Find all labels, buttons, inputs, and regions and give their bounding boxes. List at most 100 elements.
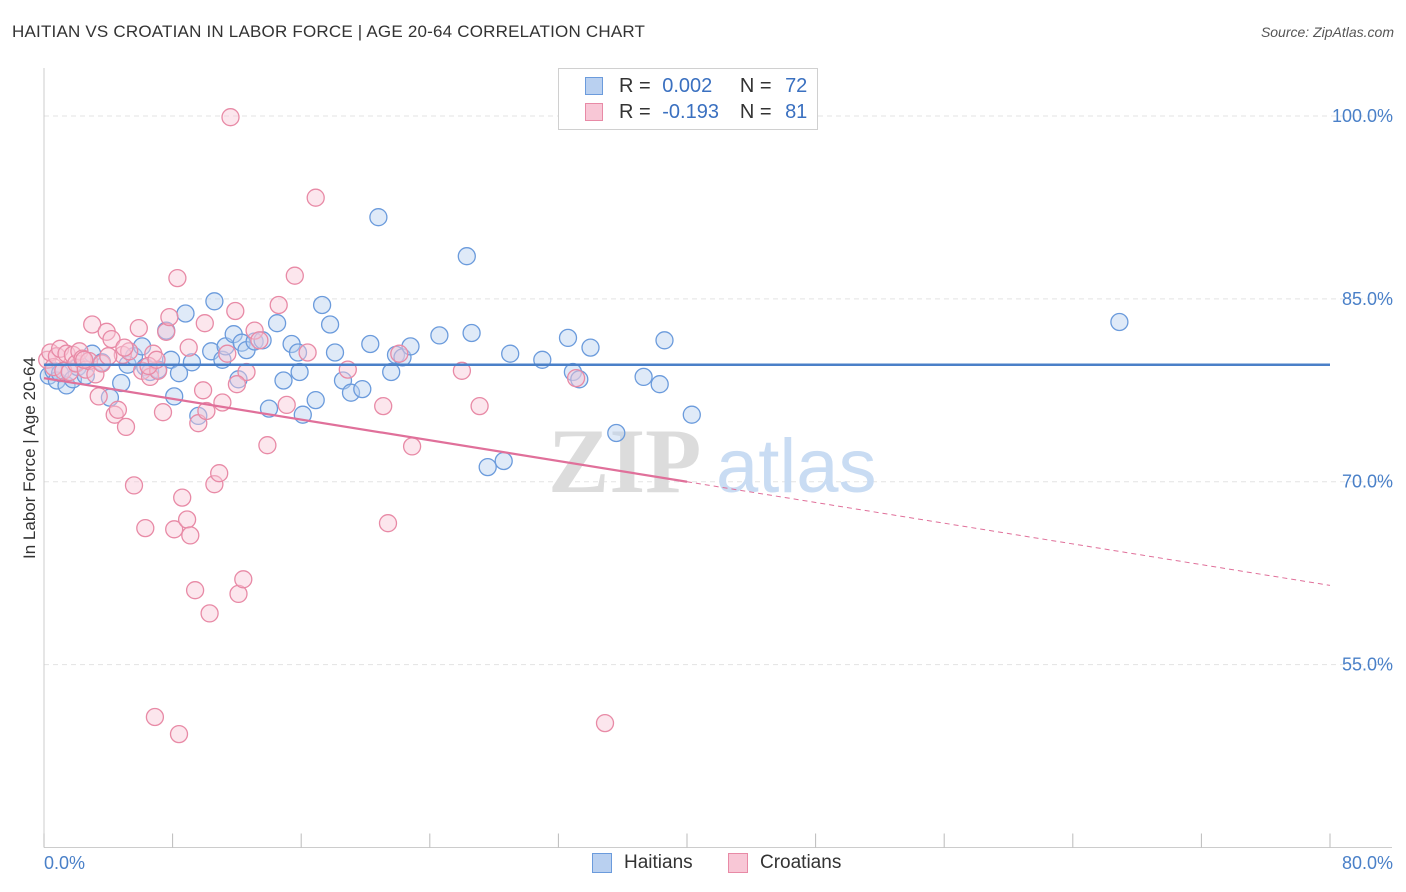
haitian-point	[430, 326, 449, 345]
haitian-point	[325, 343, 345, 362]
haitian-point	[176, 304, 195, 323]
y-tick-label: 85.0%	[1342, 289, 1393, 309]
haitian-point	[382, 362, 401, 382]
croatian-point	[218, 344, 237, 363]
haitian-point	[558, 328, 578, 348]
croatian-point	[234, 570, 253, 589]
croatian-point	[195, 314, 214, 333]
croatian-point	[83, 315, 102, 334]
legend-r-value: -0.193	[662, 101, 719, 123]
haitian-point	[607, 423, 626, 443]
croatian-point	[566, 368, 586, 388]
x-tick-label: 0.0%	[44, 853, 85, 873]
croatian-point	[258, 436, 277, 455]
croatian-point	[89, 387, 108, 406]
legend-n-label: N =	[739, 101, 772, 123]
croatian-point	[378, 514, 398, 533]
legend-label-haitians: Haitians	[624, 852, 693, 873]
croatian-point	[402, 437, 422, 456]
watermark-zip: ZIP	[548, 410, 701, 512]
legend-n-value: 81	[785, 101, 808, 123]
haitian-point	[478, 457, 497, 477]
croatian-point	[181, 526, 200, 545]
x-tick-label: 80.0%	[1342, 853, 1393, 873]
croatian-point	[173, 488, 192, 507]
haitian-point	[634, 367, 653, 387]
haitian-point	[581, 338, 600, 357]
haitian-point	[369, 208, 388, 227]
haitian-point	[650, 375, 669, 394]
croatian-point	[227, 375, 247, 394]
croatian-point	[221, 108, 240, 127]
legend-n-label: N =	[739, 75, 772, 97]
croatian-point	[136, 518, 155, 538]
legend-n-value: 72	[785, 75, 808, 97]
haitian-point	[267, 314, 287, 333]
legend-swatch-haitians	[592, 853, 612, 873]
croatian-point	[595, 713, 615, 733]
croatian-trend-line	[43, 377, 688, 483]
croatian-point	[153, 403, 173, 422]
croatian-point	[298, 343, 317, 362]
haitian-point	[655, 331, 674, 350]
haitian-point	[306, 390, 325, 410]
haitian-point	[320, 315, 340, 334]
croatian-point	[157, 322, 176, 341]
croatian-point	[210, 464, 229, 483]
haitian-point	[457, 247, 476, 266]
croatian-point	[105, 405, 124, 424]
legend-swatch-haitians	[585, 77, 603, 95]
croatian-point	[116, 417, 136, 437]
croatian-point	[179, 338, 198, 357]
croatian-point	[102, 329, 121, 349]
croatian-point	[124, 476, 144, 495]
legend-r-label: R =	[619, 101, 651, 123]
tick-labels: 55.0% 70.0% 85.0% 100.0% 0.0% 80.0%	[44, 106, 1393, 873]
haitian-point	[501, 344, 520, 363]
croatian-point	[285, 266, 304, 285]
croatian-point	[277, 395, 296, 415]
haitian-point	[288, 343, 308, 362]
croatian-point	[470, 396, 489, 416]
croatian-point	[168, 268, 187, 288]
haitian-point	[274, 371, 293, 390]
croatian-point	[115, 338, 134, 357]
haitian-point	[401, 337, 420, 356]
haitian-point	[165, 387, 184, 406]
axes	[43, 68, 1392, 848]
croatian-point	[177, 510, 197, 529]
legend-label-croatians: Croatians	[760, 852, 842, 873]
croatian-point	[205, 475, 224, 494]
croatian-point	[197, 401, 216, 421]
source-label: Source: ZipAtlas.com	[1260, 24, 1394, 40]
croatian-point	[374, 396, 393, 416]
haitian-point	[462, 323, 481, 343]
stats-legend: R = 0.002 N = 72 R = -0.193 N = 81	[558, 68, 818, 130]
chart-title: HAITIAN VS CROATIAN IN LABOR FORCE | AGE…	[12, 22, 646, 41]
croatian-trend-extension	[686, 481, 1331, 586]
croatian-point	[99, 347, 118, 366]
y-axis-label: In Labor Force | Age 20-64	[20, 357, 39, 559]
croatian-point	[129, 318, 148, 338]
croatian-point	[185, 581, 205, 600]
trend-lines	[43, 363, 1331, 586]
watermark-atlas: atlas	[716, 424, 877, 509]
haitian-point	[682, 405, 701, 424]
legend-r-label: R =	[619, 75, 651, 97]
y-tick-label: 100.0%	[1332, 106, 1393, 126]
legend-swatch-croatians	[728, 853, 748, 873]
croatian-point	[165, 520, 184, 539]
croatian-point	[160, 307, 179, 327]
croatian-point	[108, 400, 128, 419]
haitian-point	[361, 334, 380, 354]
croatian-point	[452, 361, 472, 380]
haitian-point	[341, 383, 361, 402]
croatian-point	[200, 604, 219, 623]
haitian-point	[182, 353, 202, 372]
haitian-point	[494, 451, 513, 471]
croatian-point	[145, 707, 165, 727]
croatian-point	[169, 724, 189, 744]
haitian-point	[290, 362, 309, 382]
legend-swatch-croatians	[585, 103, 603, 121]
croatian-point	[245, 321, 264, 340]
